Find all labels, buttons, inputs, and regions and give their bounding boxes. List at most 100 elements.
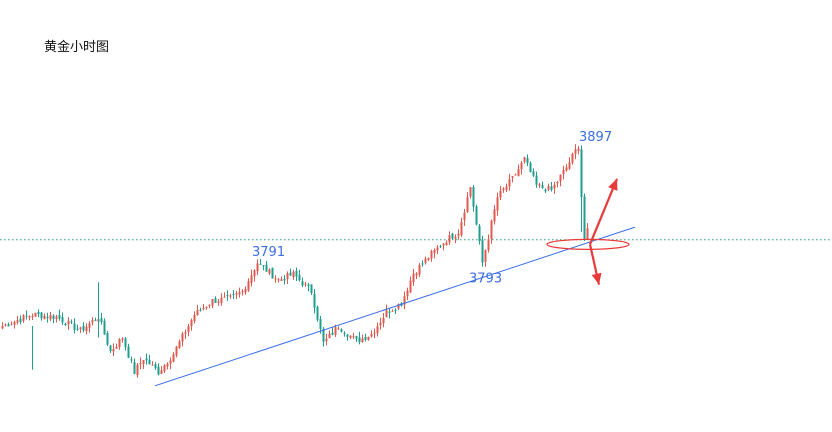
candle-body [271, 267, 274, 279]
trendline-segment [154, 226, 636, 387]
price-annotation-3793: 3793 [469, 271, 502, 286]
candle-body [586, 228, 589, 240]
candle-body [226, 295, 229, 297]
candle-body [556, 181, 559, 184]
candle-body [406, 290, 409, 297]
candle-body [199, 309, 202, 311]
candle-body [514, 174, 517, 176]
candle-body [418, 264, 421, 275]
candle-body [187, 326, 190, 332]
candle-body [214, 298, 217, 303]
candle-body [442, 243, 445, 246]
candle-body [244, 289, 247, 293]
candle-body [220, 297, 223, 304]
candle-body [127, 346, 130, 358]
candle-body [100, 318, 103, 323]
candle-body [19, 318, 22, 323]
candle-body [409, 280, 412, 293]
candle-body [328, 333, 331, 339]
candle-body [292, 271, 295, 277]
candle-body [457, 233, 460, 236]
candle-body [133, 362, 136, 374]
candle-body [193, 314, 196, 321]
candle-body [136, 364, 139, 376]
candle-body [310, 284, 313, 294]
candle-body [538, 184, 541, 186]
candle-body [67, 320, 70, 325]
candle-body [64, 323, 67, 326]
projection-markers [546, 178, 630, 285]
candle-body [337, 328, 340, 330]
candle-body [250, 275, 253, 283]
candle-body [31, 315, 34, 318]
candle-body [259, 263, 262, 265]
candle-body [148, 360, 151, 365]
candle-body [571, 153, 574, 163]
candle-body [460, 221, 463, 236]
candle-body [109, 345, 112, 351]
candle-body [385, 310, 388, 318]
candle-body [280, 279, 283, 281]
candle-body [358, 337, 361, 343]
candle-body [553, 184, 556, 189]
candle-body [49, 315, 52, 320]
chart-title: 黄金小时图 [44, 40, 110, 55]
candle-body [70, 321, 73, 323]
candle-body [424, 258, 427, 263]
candle-body [490, 220, 493, 239]
candle-body [1, 326, 4, 329]
candle-body [529, 163, 532, 173]
candle-body [415, 273, 418, 276]
candle-body [412, 273, 415, 282]
candle-body [568, 162, 571, 169]
candle-body [82, 325, 85, 331]
candle-body [295, 270, 298, 277]
candle-body [103, 320, 106, 335]
candle-body [469, 187, 472, 197]
candle-body [382, 317, 385, 324]
candle-body [286, 273, 289, 279]
candle-body [238, 292, 241, 295]
candle-body [7, 324, 10, 327]
candle-body [40, 312, 43, 319]
candle-body [523, 157, 526, 162]
candle-body [46, 316, 49, 318]
candle-body [397, 303, 400, 309]
candle-body [205, 306, 208, 308]
candle-body [541, 185, 544, 188]
price-annotations: 3791 3793 3897 [252, 130, 612, 286]
candle-body [169, 360, 172, 364]
candle-body [43, 315, 46, 320]
candle-body [229, 295, 232, 297]
candle-body [55, 316, 58, 319]
candle-body [154, 364, 157, 369]
candle-body [85, 326, 88, 332]
candle-body [532, 171, 535, 176]
candle-body [520, 162, 523, 170]
candle-body [181, 333, 184, 342]
candle-body [505, 186, 508, 190]
candle-body [421, 263, 424, 265]
candle-body [289, 272, 292, 276]
candle-body [340, 329, 343, 332]
candle-body [139, 363, 142, 365]
candle-body [322, 328, 325, 342]
candle-body [427, 258, 430, 260]
candle-body [178, 341, 181, 349]
candle-body [73, 323, 76, 330]
candle-body [235, 293, 238, 295]
candle-body [247, 281, 250, 291]
candle-body [352, 336, 355, 338]
candle-body [535, 175, 538, 185]
candle-body [394, 309, 397, 311]
candle-body [304, 283, 307, 285]
candle-body [502, 188, 505, 191]
candle-body [346, 334, 349, 337]
candle-body [166, 363, 169, 367]
candle-body [52, 315, 55, 319]
candle-body [577, 148, 580, 152]
candle-body [367, 336, 370, 340]
candle-body [25, 315, 28, 317]
candle-body [544, 189, 547, 192]
